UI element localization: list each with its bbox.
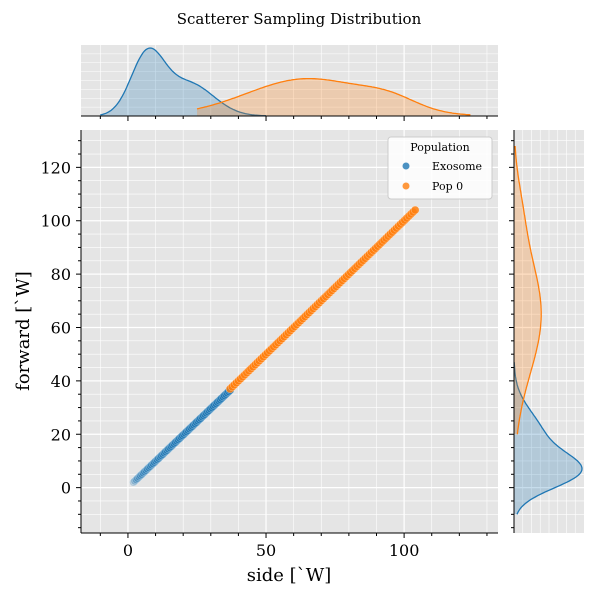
- legend-marker-pop0: [402, 182, 410, 190]
- x-tick-label: 50: [256, 541, 276, 560]
- x-axis-ticks: 0 50 100: [99, 116, 488, 560]
- y-tick-label: 0: [61, 479, 71, 498]
- right-marginal-grid: [514, 130, 584, 533]
- kde-area: [514, 362, 582, 515]
- legend-title: Population: [410, 141, 469, 154]
- kde-line: [513, 362, 583, 515]
- y-tick-label: 20: [51, 425, 71, 444]
- legend-label-pop0: Pop 0: [432, 180, 463, 193]
- kde-line: [196, 77, 471, 116]
- y-axis-label: forward [`W]: [13, 271, 34, 391]
- kde-area: [197, 78, 471, 116]
- top-marginal-grid: [81, 45, 498, 116]
- right-marginal-kde: [513, 145, 583, 515]
- kde-area: [514, 146, 542, 435]
- chart-title: Scatterer Sampling Distribution: [177, 10, 422, 28]
- y-tick-label: 40: [51, 372, 71, 391]
- legend: Population Exosome Pop 0: [387, 136, 493, 200]
- kde-area: [100, 48, 266, 116]
- kde-line: [100, 47, 266, 117]
- y-tick-label: 120: [40, 158, 71, 177]
- x-tick-label: 0: [123, 541, 133, 560]
- y-axis-ticks: 0 20 40 60 80 100 120: [40, 140, 514, 529]
- y-tick-label: 60: [51, 318, 71, 337]
- y-tick-label: 100: [40, 212, 71, 231]
- x-tick-label: 100: [389, 541, 420, 560]
- kde-line: [514, 145, 542, 435]
- scatter-points: [129, 205, 420, 487]
- scatter-point: [410, 205, 420, 215]
- legend-box: [387, 136, 493, 200]
- top-marginal-kde: [100, 47, 471, 117]
- y-tick-label: 80: [51, 265, 71, 284]
- x-axis-label: side [`W]: [247, 565, 331, 586]
- legend-marker-exosome: [402, 162, 410, 170]
- legend-label-exosome: Exosome: [432, 160, 482, 173]
